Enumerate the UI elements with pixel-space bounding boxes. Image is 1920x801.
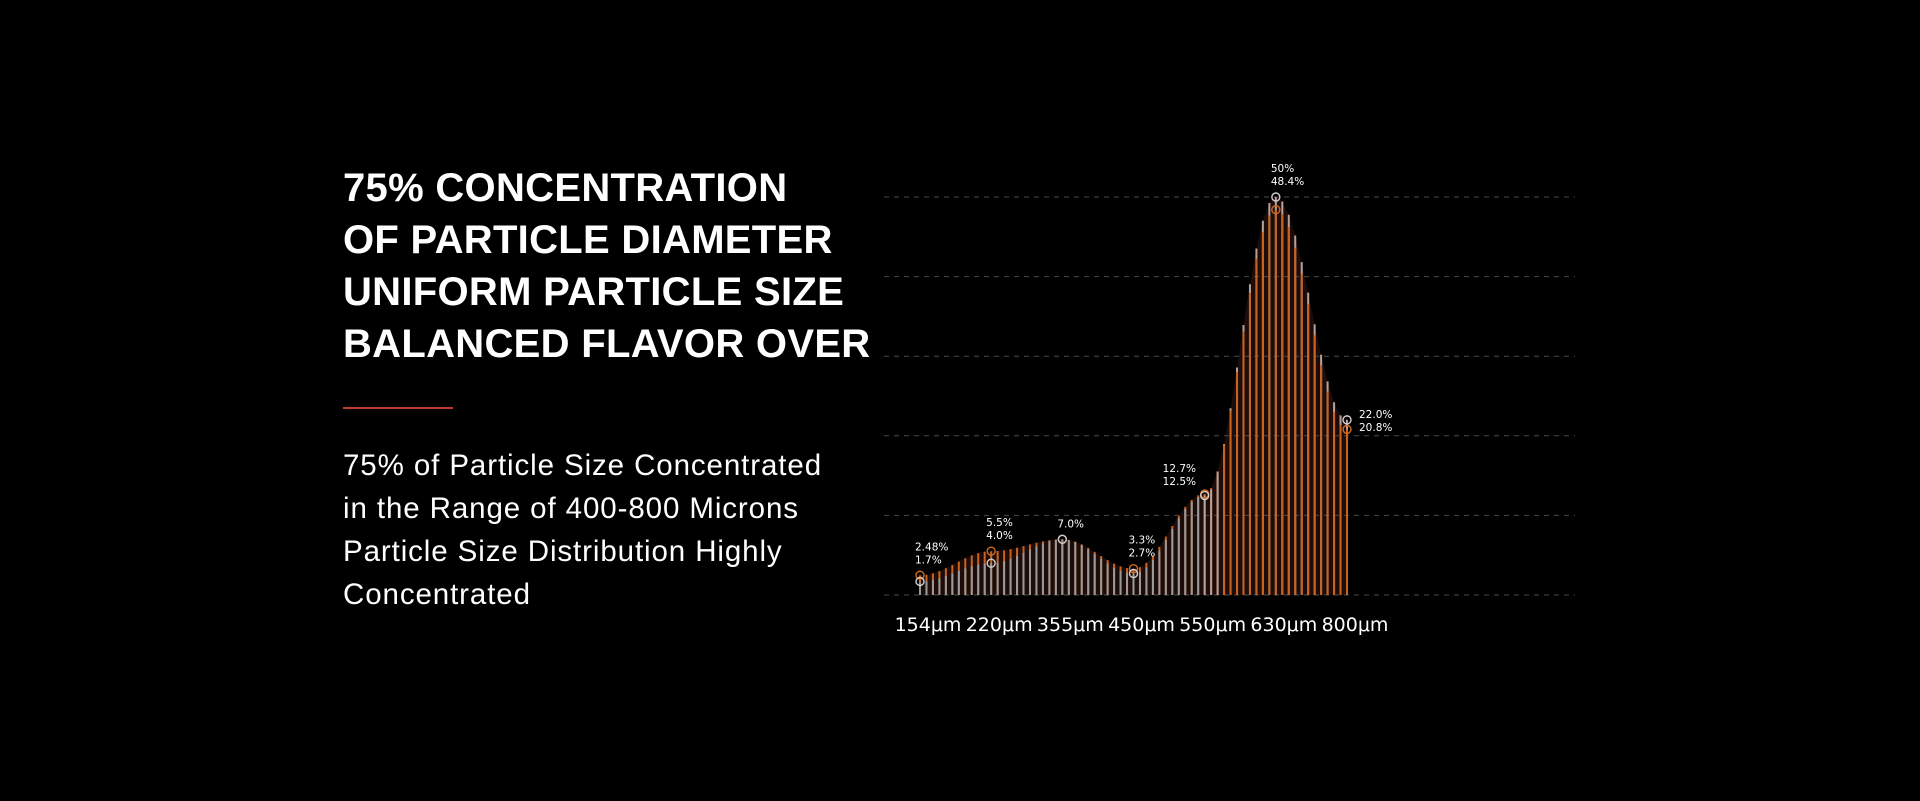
data-point-marker <box>1342 424 1352 435</box>
data-label: 2.48% <box>915 541 948 553</box>
data-label: 5.5% <box>986 517 1013 529</box>
headline-line: 75% CONCENTRATION <box>343 166 788 210</box>
data-point-marker <box>1128 564 1139 574</box>
data-point-marker <box>1128 568 1139 579</box>
data-label: 22.0% <box>1359 409 1392 421</box>
data-label: 12.5% <box>1163 476 1196 488</box>
data-label: 3.3% <box>1129 535 1156 547</box>
description-line: Concentrated <box>343 578 531 611</box>
x-tick-label: 630μm <box>1250 614 1317 636</box>
data-label: 20.8% <box>1359 422 1392 434</box>
data-point-marker <box>1199 490 1210 501</box>
data-point-marker <box>986 558 996 568</box>
headline-line: BALANCED FLAVOR OVER <box>343 322 871 366</box>
data-label: 7.0% <box>1057 518 1084 530</box>
x-tick-label: 355μm <box>1037 614 1104 636</box>
x-tick-label: 550μm <box>1179 614 1246 636</box>
data-point-marker <box>915 570 925 580</box>
description-line: in the Range of 400-800 Microns <box>343 492 799 525</box>
headline-line: UNIFORM PARTICLE SIZE <box>343 270 845 314</box>
data-label: 48.4% <box>1271 176 1304 188</box>
data-point-marker <box>1271 192 1281 202</box>
description-line: 75% of Particle Size Concentrated <box>343 449 822 482</box>
data-label: 12.7% <box>1163 463 1196 475</box>
data-point-marker <box>986 546 996 556</box>
description: 75% of Particle Size Concentrated in the… <box>343 444 822 616</box>
data-label: 1.7% <box>915 554 942 566</box>
x-tick-label: 450μm <box>1108 614 1175 636</box>
data-point-marker <box>1271 205 1281 215</box>
headline-line: OF PARTICLE DIAMETER <box>343 218 833 262</box>
data-label: 50% <box>1271 163 1294 175</box>
distribution-area <box>920 197 1347 595</box>
x-tick-label: 800μm <box>1322 614 1389 636</box>
data-label: 4.0% <box>986 530 1013 542</box>
description-line: Particle Size Distribution Highly <box>343 535 783 568</box>
headline: 75% CONCENTRATION OF PARTICLE DIAMETER U… <box>343 162 870 370</box>
accent-divider <box>343 407 453 409</box>
data-label: 2.7% <box>1129 548 1156 560</box>
x-tick-label: 220μm <box>966 614 1033 636</box>
data-point-marker <box>1057 534 1068 544</box>
data-point-marker <box>1342 415 1352 425</box>
data-point-marker <box>915 576 925 587</box>
x-tick-label: 154μm <box>895 614 962 636</box>
